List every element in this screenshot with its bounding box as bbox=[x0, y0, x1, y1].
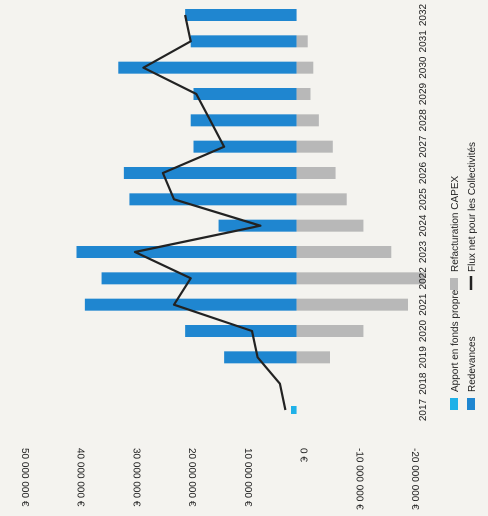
legend-swatch bbox=[450, 398, 458, 410]
tick-label: -20 000 000 € bbox=[409, 448, 420, 510]
bar-redevances bbox=[84, 298, 297, 311]
bars bbox=[76, 9, 425, 414]
bar-refacturation bbox=[296, 35, 308, 48]
bar-refacturation bbox=[296, 167, 336, 179]
line-flux-net bbox=[133, 14, 287, 411]
category-label: 2023 bbox=[418, 240, 429, 263]
category-axis: 2017 2018 2019 2020 2021 2022 2023 2024 2025 2026… bbox=[418, 3, 429, 421]
bar-redevances bbox=[129, 193, 297, 206]
bar-refacturation bbox=[296, 114, 319, 127]
bar-redevances bbox=[190, 35, 297, 48]
bar-redevances bbox=[224, 351, 297, 364]
category-label: 2031 bbox=[418, 30, 429, 53]
category-label: 2024 bbox=[418, 214, 429, 237]
bar-redevances bbox=[185, 9, 297, 21]
legend-label: Redevances bbox=[467, 336, 478, 392]
value-axis: 50 000 000 € 40 000 000 € 30 000 000 € 20 0… bbox=[19, 448, 420, 510]
bar-redevances bbox=[193, 140, 297, 153]
category-label: 2030 bbox=[418, 56, 429, 79]
bar-redevances bbox=[193, 88, 297, 100]
bar-refacturation bbox=[296, 193, 347, 206]
category-label: 2027 bbox=[418, 135, 429, 158]
bar-refacturation bbox=[296, 325, 364, 337]
category-label: 2029 bbox=[418, 82, 429, 105]
legend-swatch bbox=[467, 398, 475, 410]
category-label: 2025 bbox=[418, 188, 429, 211]
tick-label: -10 000 000 € bbox=[353, 448, 364, 510]
category-label: 2026 bbox=[418, 161, 429, 184]
net-flow-line bbox=[133, 14, 287, 411]
bar-apport bbox=[291, 406, 297, 414]
legend-swatch bbox=[450, 278, 458, 290]
bar-redevances bbox=[101, 272, 297, 285]
legend-label: Flux net pour les Collectivités bbox=[467, 142, 478, 272]
bar-redevances bbox=[185, 325, 297, 337]
category-label: 2017 bbox=[418, 398, 429, 421]
category-label: 2022 bbox=[418, 267, 429, 290]
bar-refacturation bbox=[296, 140, 333, 153]
bar-refacturation bbox=[296, 272, 425, 285]
tick-label: 50 000 000 € bbox=[19, 448, 30, 507]
legend-label: Refacturation CAPEX bbox=[450, 176, 461, 272]
tick-label: 20 000 000 € bbox=[186, 448, 197, 507]
tick-label: 40 000 000 € bbox=[75, 448, 86, 507]
bar-redevances bbox=[190, 114, 297, 127]
tick-label: 0 € bbox=[298, 448, 309, 462]
legend-label: Apport en fonds propres bbox=[450, 285, 461, 392]
tick-label: 10 000 000 € bbox=[242, 448, 253, 507]
category-label: 2028 bbox=[418, 109, 429, 132]
bar-redevances bbox=[118, 61, 297, 74]
tick-label: 30 000 000 € bbox=[130, 448, 141, 507]
bar-refacturation bbox=[296, 88, 311, 100]
bar-refacturation bbox=[296, 351, 330, 364]
bar-refacturation bbox=[296, 61, 314, 74]
category-label: 2019 bbox=[418, 346, 429, 369]
legend: Apport en fonds propres Redevances Refactu… bbox=[450, 142, 478, 410]
bar-redevances bbox=[123, 167, 297, 179]
bar-redevances bbox=[76, 246, 297, 258]
bar-refacturation bbox=[296, 219, 364, 232]
bar-refacturation bbox=[296, 298, 408, 311]
category-label: 2021 bbox=[418, 293, 429, 316]
category-label: 2018 bbox=[418, 372, 429, 395]
category-label: 2032 bbox=[418, 3, 429, 26]
category-label: 2020 bbox=[418, 319, 429, 342]
bar-refacturation bbox=[296, 246, 392, 258]
